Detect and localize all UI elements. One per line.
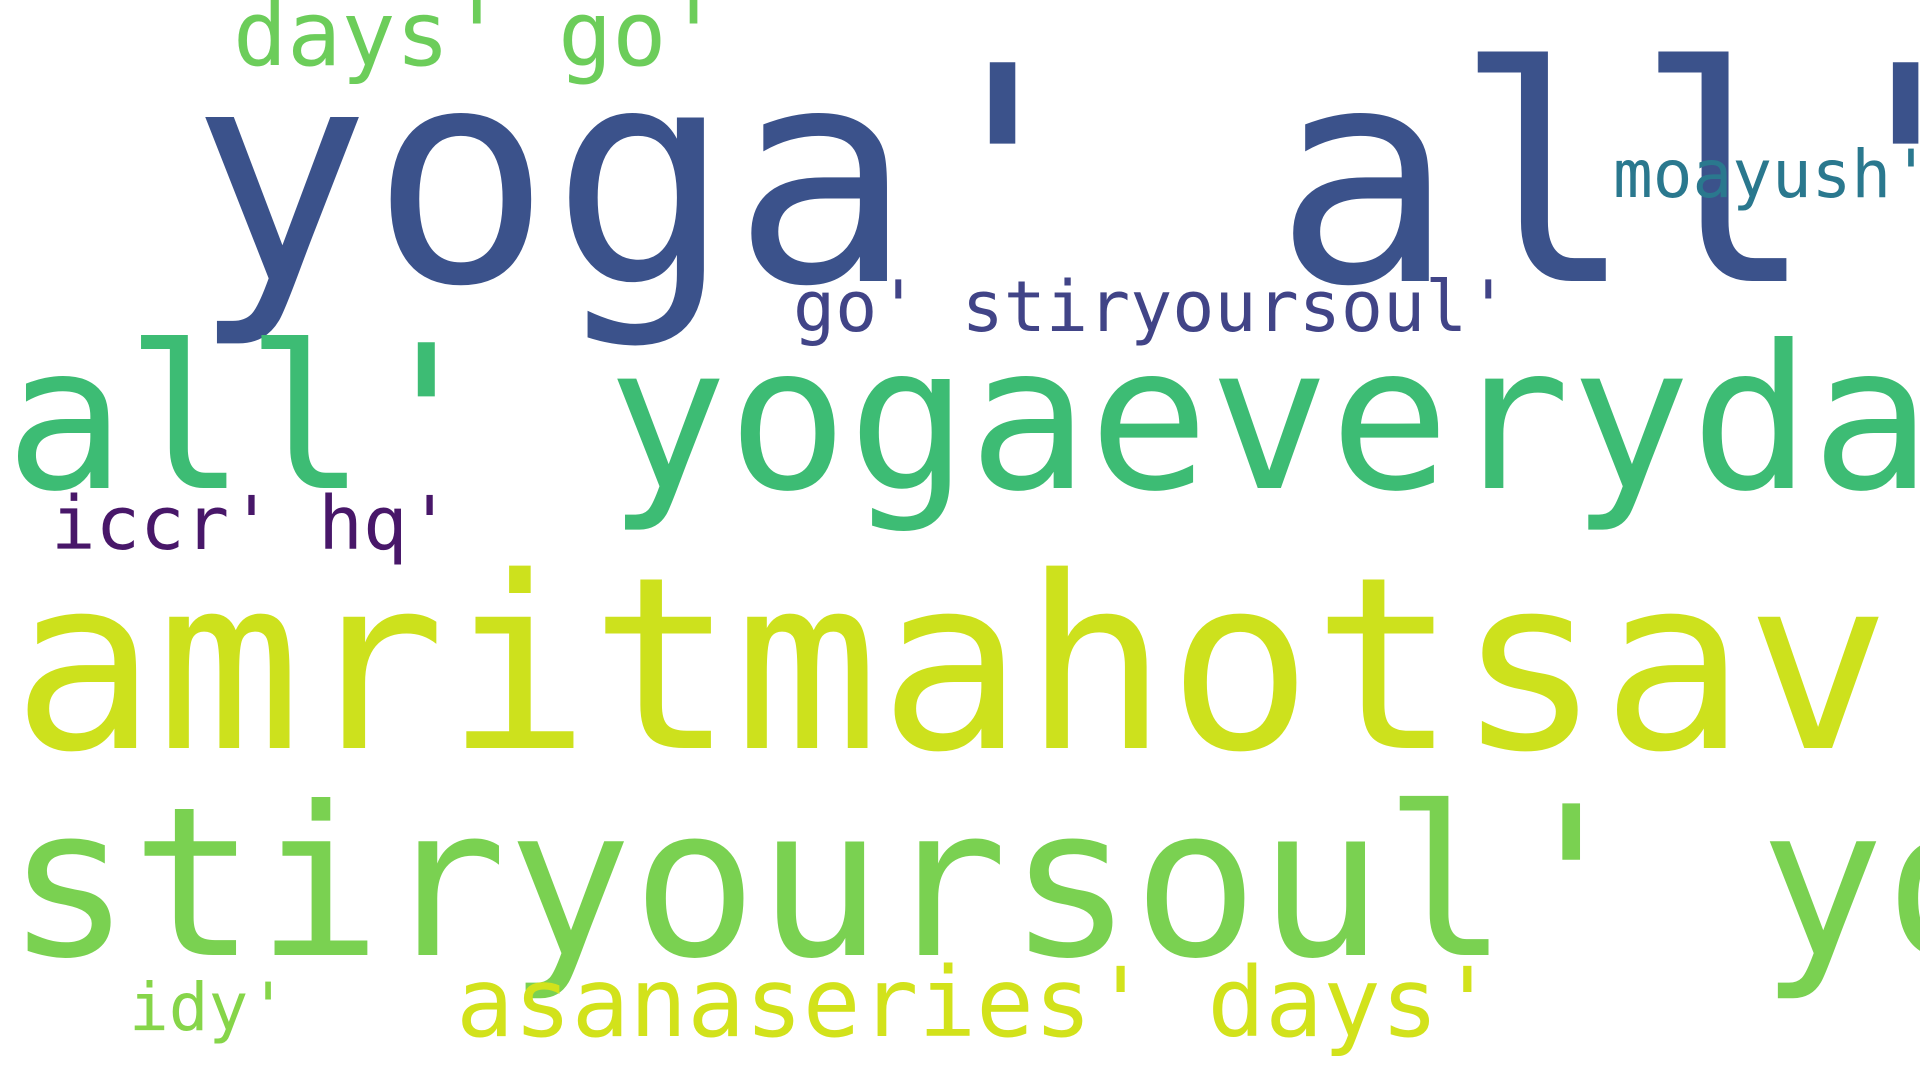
word-days-go: days' go' [233,0,721,87]
word-amritmahotsav: amritmahotsav' [12,525,1920,805]
word-iccr-hq: iccr' hq' [51,481,452,567]
word-yoga-all: yoga' all' [190,3,1920,352]
word-moayush: moayush' [1613,136,1920,213]
word-all-yogaeveryday: all' yogaeveryday' [5,303,1920,536]
word-idy: idy' [129,969,288,1046]
word-stiryoursoul-yoga: stiryoursoul' yoga' [6,763,1920,1005]
word-asanaseries-days: asanaseries' days' [456,947,1497,1059]
word-go-stiryoursoul: go' stiryoursoul' [793,266,1510,348]
